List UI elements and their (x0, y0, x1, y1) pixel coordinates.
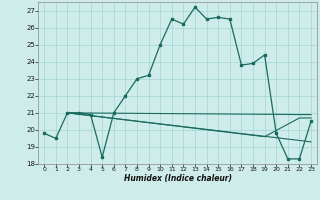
X-axis label: Humidex (Indice chaleur): Humidex (Indice chaleur) (124, 174, 232, 183)
